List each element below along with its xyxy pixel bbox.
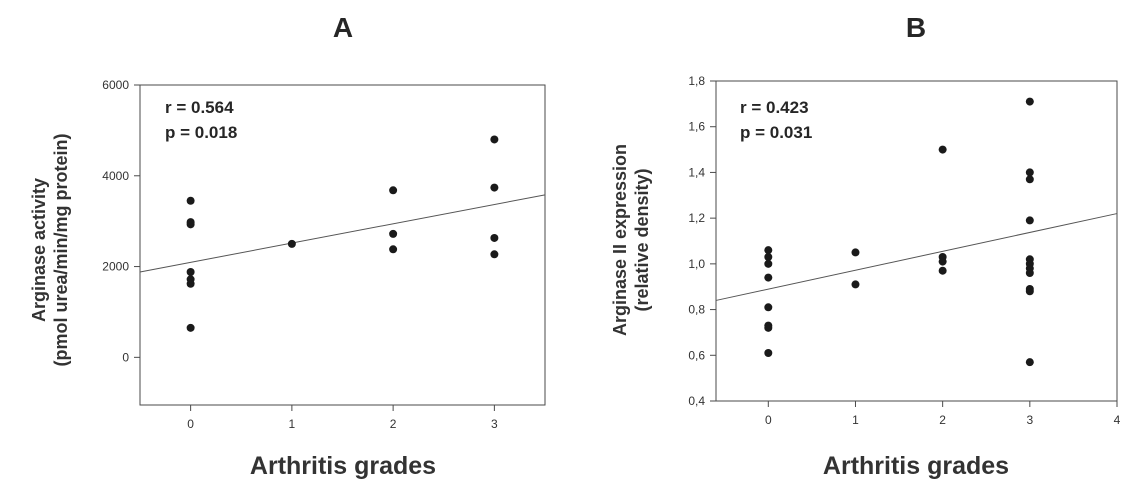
panel-a-ytick-label: 2000 <box>102 260 129 274</box>
panel-b-regression-line <box>715 213 1118 301</box>
panel-b-ytick-label: 1,2 <box>688 211 705 225</box>
panel-a-xtick-label: 1 <box>289 417 296 431</box>
panel-b-data-point <box>1025 175 1034 184</box>
panel-a-ylabel: Arginase activity (pmol urea/min/mg prot… <box>29 133 71 366</box>
panel-b-data-point <box>938 145 947 154</box>
panel-a-data-point <box>490 250 499 259</box>
panel-a-regression-line <box>139 194 546 273</box>
panel-b-data-point <box>764 303 773 312</box>
panel-a-stat-p: p = 0.018 <box>165 123 237 142</box>
panel-b-xtick-label: 1 <box>852 413 859 427</box>
panel-a: A Arginase activity (pmol urea/min/mg pr… <box>29 12 546 479</box>
panel-b-data-point <box>764 323 773 332</box>
panel-b-data-point <box>764 349 773 357</box>
panel-b-data-point <box>938 257 947 266</box>
panel-a-data-point <box>490 135 499 144</box>
panel-a-data-point <box>389 186 398 195</box>
panel-b-data-points <box>764 97 1034 367</box>
panel-b-ytick-label: 0,8 <box>688 303 705 317</box>
panel-b-data-point <box>1025 287 1034 296</box>
panel-a-xlabel: Arthritis grades <box>250 452 436 479</box>
panel-b-ylabel-line-1: Arginase II expression <box>610 144 630 336</box>
panel-letter-b: B <box>906 12 926 43</box>
panel-b-ytick-label: 0,6 <box>688 348 705 362</box>
panel-a-xtick-label: 0 <box>187 417 194 431</box>
panel-a-data-point <box>490 233 499 242</box>
panel-a-stat-r: r = 0.564 <box>165 98 234 117</box>
panel-b-data-point <box>938 266 947 275</box>
panel-a-ylabel-line-2: (pmol urea/min/mg protein) <box>51 133 71 366</box>
panel-b-data-point <box>1025 97 1034 106</box>
panel-b-plot-frame <box>715 80 1118 402</box>
panel-b-ytick-label: 1,8 <box>688 74 705 88</box>
panel-b-ylabel: Arginase II expression (relative density… <box>610 144 652 336</box>
panel-b-data-point <box>764 259 773 268</box>
panel-b-data-point <box>764 246 773 255</box>
panel-a-data-point <box>186 268 195 277</box>
panel-a-data-point <box>389 245 398 254</box>
panel-b-data-point <box>1025 358 1034 367</box>
panel-b-data-point <box>1025 168 1034 177</box>
panel-a-ytick-label: 6000 <box>102 78 129 92</box>
panel-b-data-point <box>851 248 860 257</box>
panel-a-plot-frame <box>139 84 546 406</box>
panel-b-data-point <box>764 273 773 282</box>
panel-a-data-point <box>186 323 195 332</box>
panel-b-xtick-label: 2 <box>939 413 946 427</box>
panel-b-data-point <box>1025 216 1034 225</box>
panel-b-ytick-label: 0,4 <box>688 394 705 408</box>
panel-a-xtick-label: 2 <box>390 417 397 431</box>
panel-b-stat-p: p = 0.031 <box>740 123 812 142</box>
panel-b-xtick-label: 4 <box>1114 413 1121 427</box>
panel-a-xtick-label: 3 <box>491 417 498 431</box>
panel-b-data-point <box>764 253 773 261</box>
panel-b-x-axis: 0 1 2 3 4 <box>765 401 1121 427</box>
panel-b-ytick-label: 1,4 <box>688 165 705 179</box>
panel-b-ytick-label: 1,0 <box>688 257 705 271</box>
panel-b-ylabel-line-2: (relative density) <box>632 168 652 311</box>
panel-b: B Arginase II expression (relative densi… <box>610 12 1121 479</box>
panel-b-stat-r: r = 0.423 <box>740 98 809 117</box>
panel-a-data-point <box>490 183 499 192</box>
panel-b-data-point <box>1025 269 1034 277</box>
panel-a-data-point <box>186 279 195 288</box>
panel-a-data-point <box>186 220 195 229</box>
panel-b-y-axis: 0,4 0,6 0,8 1,0 1,2 1,4 1,6 1,8 <box>688 74 716 408</box>
panel-a-ytick-label: 4000 <box>102 169 129 183</box>
panel-b-data-point <box>851 280 860 289</box>
panel-a-data-point <box>389 229 398 238</box>
panel-a-y-axis: 0 2000 4000 6000 <box>102 78 140 364</box>
panel-a-data-points <box>186 135 499 332</box>
panel-b-xtick-label: 3 <box>1026 413 1033 427</box>
panel-letter-a: A <box>333 12 353 43</box>
panel-b-ytick-label: 1,6 <box>688 120 705 134</box>
panel-a-data-point <box>287 239 296 248</box>
panel-b-xtick-label: 0 <box>765 413 772 427</box>
panel-a-ytick-label: 0 <box>122 350 129 364</box>
panel-a-ylabel-line-1: Arginase activity <box>29 178 49 322</box>
panel-a-x-axis: 0 1 2 3 <box>187 405 498 431</box>
panel-a-data-point <box>186 196 195 205</box>
panel-b-xlabel: Arthritis grades <box>823 452 1009 479</box>
